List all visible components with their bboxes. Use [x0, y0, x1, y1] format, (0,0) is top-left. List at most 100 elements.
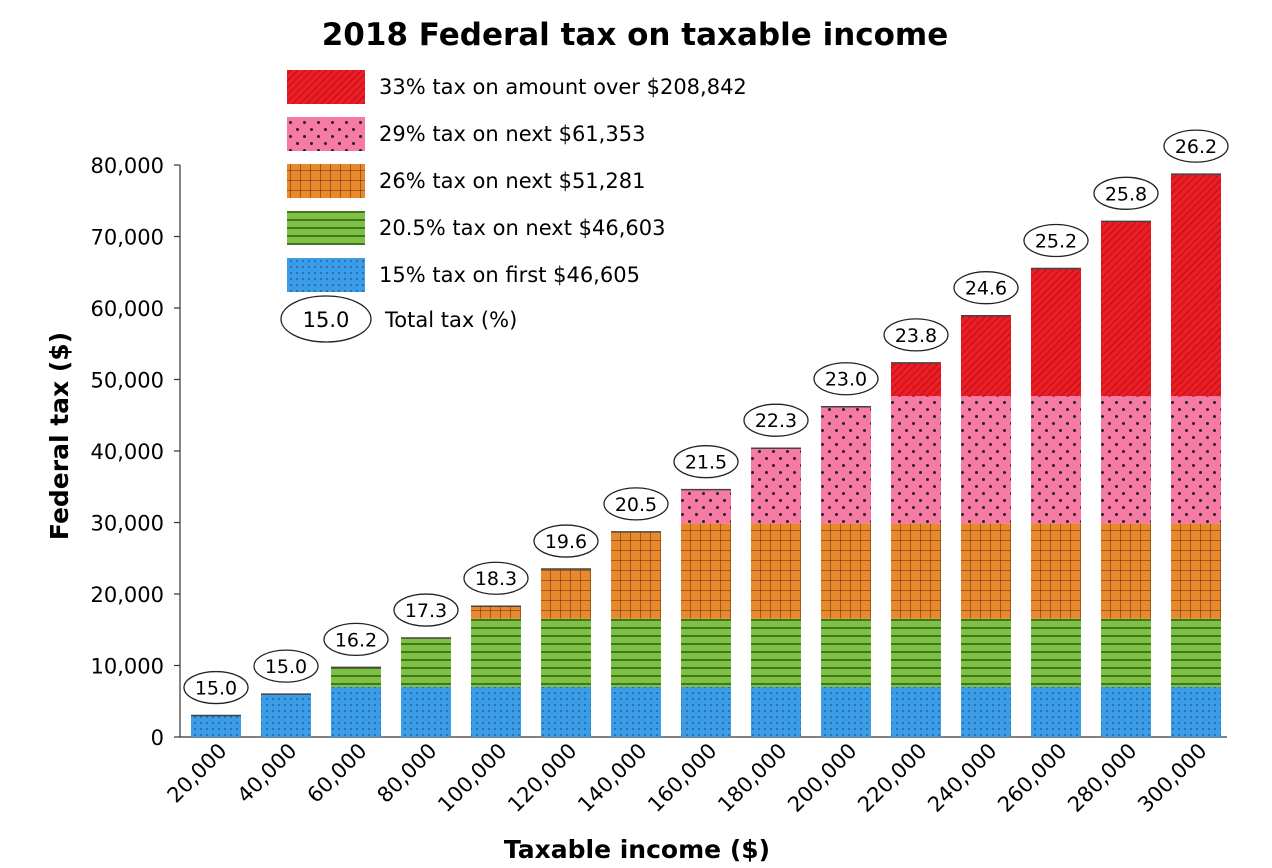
- legend-label: 26% tax on next $51,281: [379, 169, 645, 193]
- bar-segment-diagonal-lines: [961, 315, 1011, 397]
- bar-segment-dots: [681, 489, 731, 524]
- pct-ellipse: [393, 593, 459, 627]
- bar-segment-dots-fine: [191, 715, 241, 737]
- bar-segment-horizontal-lines: [1101, 618, 1151, 688]
- bar-segment-dots-fine: [331, 687, 381, 737]
- bars: [191, 173, 1221, 737]
- x-tick-label: 60,000: [303, 739, 372, 808]
- bar-segment-horizontal-lines: [681, 618, 731, 688]
- pct-ellipse: [253, 649, 319, 683]
- x-tick-label: 300,000: [1133, 739, 1211, 817]
- bar-segment-grid: [681, 523, 731, 619]
- pct-label: 17.3: [405, 600, 447, 622]
- x-tick-label: 140,000: [573, 739, 651, 817]
- x-tick-label: 180,000: [713, 739, 791, 817]
- pct-ellipse: [883, 318, 949, 352]
- legend-label: 15% tax on first $46,605: [379, 263, 640, 287]
- bar-segment-horizontal-lines: [471, 618, 521, 688]
- x-tick-label: 120,000: [503, 739, 581, 817]
- legend-swatch-horizontal-lines: [287, 211, 365, 245]
- bar-segment-grid: [961, 523, 1011, 619]
- bar-segment-dots: [1031, 396, 1081, 524]
- bar-segment-grid: [821, 523, 871, 619]
- pct-ellipse: [1093, 176, 1159, 210]
- pct-ellipse: [183, 670, 249, 705]
- x-tick-label: 40,000: [233, 739, 302, 808]
- pct-label: 25.2: [1035, 231, 1077, 253]
- bar-segment-dots-fine: [891, 687, 941, 737]
- bar-segment-dots-fine: [1101, 687, 1151, 737]
- bar-segment-grid: [891, 523, 941, 619]
- bar-segment-dots-fine: [681, 687, 731, 737]
- bar-segment-horizontal-lines: [401, 638, 451, 688]
- pct-ellipse: [1163, 129, 1229, 163]
- y-tick-label: 80,000: [91, 154, 164, 178]
- bar-segment-dots-fine: [541, 687, 591, 737]
- legend-swatch-dots-fine: [287, 258, 365, 292]
- bar-segment-diagonal-lines: [1031, 268, 1081, 397]
- x-tick-label: 80,000: [373, 739, 442, 808]
- bar-segment-dots: [751, 448, 801, 524]
- x-tick-label: 160,000: [643, 739, 721, 817]
- legend-pct-sample: 15.0: [303, 308, 350, 332]
- pct-label: 21.5: [685, 452, 727, 474]
- bar-segment-dots-fine: [471, 687, 521, 737]
- bar-segment-dots: [1101, 396, 1151, 524]
- bar-segment-dots-fine: [1171, 687, 1221, 737]
- pct-label: 24.6: [965, 278, 1007, 300]
- bar-segment-dots-fine: [261, 694, 311, 737]
- pct-ellipse: [323, 622, 389, 657]
- bar-segment-dots-fine: [821, 687, 871, 737]
- legend-label: 20.5% tax on next $46,603: [379, 216, 665, 240]
- bar-segment-horizontal-lines: [331, 667, 381, 688]
- x-tick-label: 200,000: [783, 739, 861, 817]
- x-tick-label: 20,000: [163, 739, 232, 808]
- pct-label: 15.0: [265, 656, 307, 678]
- bar-segment-grid: [1101, 523, 1151, 619]
- pct-label: 18.3: [475, 568, 517, 590]
- bar-segment-diagonal-lines: [1101, 221, 1151, 397]
- pct-label: 25.8: [1105, 183, 1147, 205]
- y-tick-label: 20,000: [91, 583, 164, 607]
- x-tick-label: 260,000: [993, 739, 1071, 817]
- bar-segment-grid: [471, 606, 521, 619]
- pct-ellipse: [603, 487, 669, 521]
- pct-label: 22.3: [755, 410, 797, 432]
- bar-segment-horizontal-lines: [821, 618, 871, 688]
- legend-label: 29% tax on next $61,353: [379, 122, 645, 146]
- pct-ellipse: [813, 362, 879, 396]
- bar-segment-dots-fine: [961, 687, 1011, 737]
- pct-label: 16.2: [335, 629, 377, 651]
- y-tick-label: 0: [151, 726, 164, 750]
- pct-label: 23.8: [895, 325, 937, 347]
- total-pct-labels: 15.0 15.0 16.2 17.3 18.3 19.6 20.5 21.5 22.3 23.0…: [183, 129, 1229, 705]
- legend-label: 33% tax on amount over $208,842: [379, 75, 747, 99]
- pct-label: 23.0: [825, 369, 867, 391]
- bar-segment-horizontal-lines: [1031, 618, 1081, 688]
- bar-segment-horizontal-lines: [961, 618, 1011, 688]
- pct-label: 20.5: [615, 494, 657, 516]
- bar-segment-horizontal-lines: [751, 618, 801, 688]
- pct-ellipse: [953, 271, 1019, 305]
- pct-ellipse: [533, 524, 599, 558]
- bar-segment-dots-fine: [1031, 687, 1081, 737]
- bar-segment-dots-fine: [611, 687, 661, 737]
- bar-segment-dots: [891, 396, 941, 524]
- bar-segment-dots: [961, 396, 1011, 524]
- legend-pct-ellipse: [280, 295, 372, 343]
- pct-label: 19.6: [545, 531, 587, 553]
- y-tick-label: 40,000: [91, 440, 164, 464]
- pct-ellipse: [1023, 223, 1089, 258]
- pct-ellipse: [743, 403, 809, 437]
- legend-pct-label: Total tax (%): [384, 308, 517, 332]
- pct-label: 15.0: [195, 678, 237, 700]
- bar-segment-grid: [1031, 523, 1081, 619]
- bar-segment-horizontal-lines: [611, 618, 661, 688]
- y-tick-label: 30,000: [91, 512, 164, 536]
- y-tick-label: 50,000: [91, 369, 164, 393]
- chart-title: 2018 Federal tax on taxable income: [322, 17, 949, 53]
- pct-ellipse: [673, 445, 739, 479]
- x-tick-label: 240,000: [923, 739, 1001, 817]
- legend-swatch-dots: [287, 117, 365, 151]
